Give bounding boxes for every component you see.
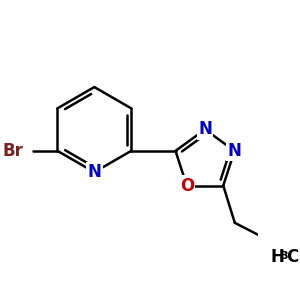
Text: N: N [228,142,242,160]
Text: C: C [286,248,298,266]
Text: Br: Br [3,142,24,160]
Text: 3: 3 [280,251,288,261]
Text: O: O [180,177,194,195]
Text: N: N [87,163,101,181]
Text: H: H [270,248,284,266]
Text: N: N [198,120,212,138]
